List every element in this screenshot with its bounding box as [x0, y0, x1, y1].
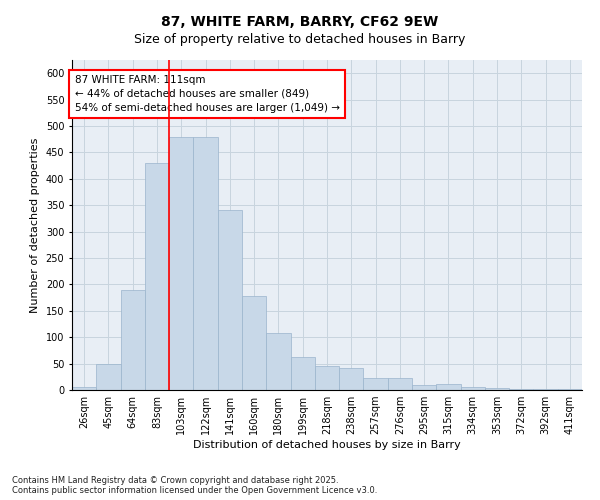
Bar: [121, 290, 145, 390]
Bar: [412, 384, 436, 390]
Bar: [315, 366, 339, 390]
Text: 87 WHITE FARM: 111sqm
← 44% of detached houses are smaller (849)
54% of semi-det: 87 WHITE FARM: 111sqm ← 44% of detached …: [74, 75, 340, 113]
Bar: [436, 384, 461, 390]
Text: 87, WHITE FARM, BARRY, CF62 9EW: 87, WHITE FARM, BARRY, CF62 9EW: [161, 15, 439, 29]
Bar: [509, 389, 533, 390]
Bar: [145, 163, 169, 390]
Bar: [364, 378, 388, 390]
Bar: [339, 368, 364, 390]
Bar: [461, 388, 485, 390]
Text: Contains HM Land Registry data © Crown copyright and database right 2025.
Contai: Contains HM Land Registry data © Crown c…: [12, 476, 377, 495]
Bar: [169, 136, 193, 390]
Bar: [218, 210, 242, 390]
Bar: [242, 296, 266, 390]
X-axis label: Distribution of detached houses by size in Barry: Distribution of detached houses by size …: [193, 440, 461, 450]
Bar: [290, 358, 315, 390]
Bar: [72, 388, 96, 390]
Y-axis label: Number of detached properties: Number of detached properties: [30, 138, 40, 312]
Bar: [485, 388, 509, 390]
Bar: [388, 378, 412, 390]
Bar: [266, 333, 290, 390]
Bar: [96, 364, 121, 390]
Text: Size of property relative to detached houses in Barry: Size of property relative to detached ho…: [134, 32, 466, 46]
Bar: [193, 136, 218, 390]
